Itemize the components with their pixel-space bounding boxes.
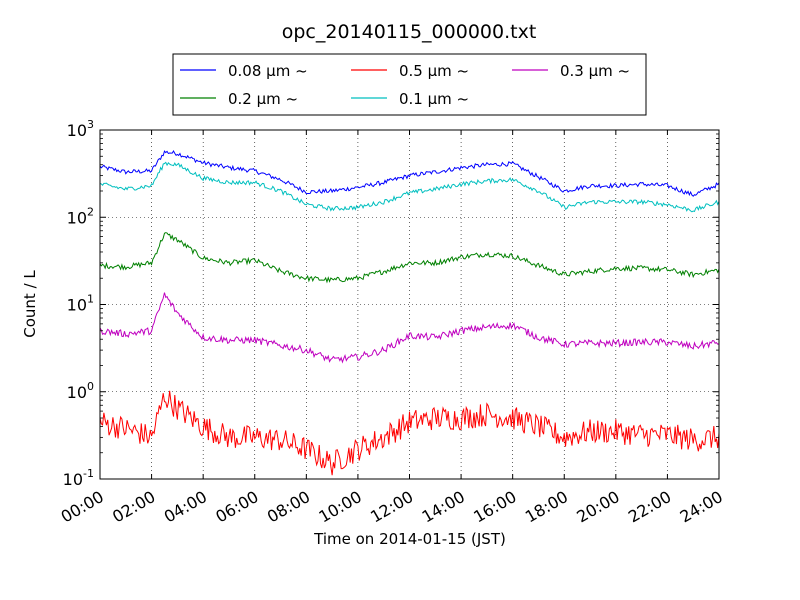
legend-box [172,53,647,116]
legend: 0.08 μm ~ 0.2 μm ~ 0.5 μm ~ 0.1 μm ~ 0.3 μm … [172,53,647,116]
series-line [100,232,719,284]
chart-title: opc_20140115_000000.txt [282,21,537,43]
legend-label: 0.3 μm ~ [560,62,630,80]
y-axis-label: Count / L [21,270,39,338]
y-tick-label: 10-1 [63,467,94,489]
legend-label: 0.1 μm ~ [399,90,469,108]
series-line [100,390,719,476]
y-tick-label: 103 [67,118,94,140]
series-line [100,292,719,364]
y-tick-labels: 10-1 100 101 102 103 [63,118,94,489]
legend-label: 0.5 μm ~ [399,62,469,80]
axis-ticks [99,129,720,480]
y-tick-label: 102 [67,205,94,227]
series-line [100,161,719,213]
y-tick-label: 101 [67,293,94,315]
legend-label: 0.2 μm ~ [228,90,298,108]
y-tick-label: 100 [67,380,94,402]
x-axis-label: Time on 2014-01-15 (JST) [313,530,506,548]
legend-label: 0.08 μm ~ [228,62,308,80]
series-layer [100,149,719,476]
series-line [100,149,719,197]
